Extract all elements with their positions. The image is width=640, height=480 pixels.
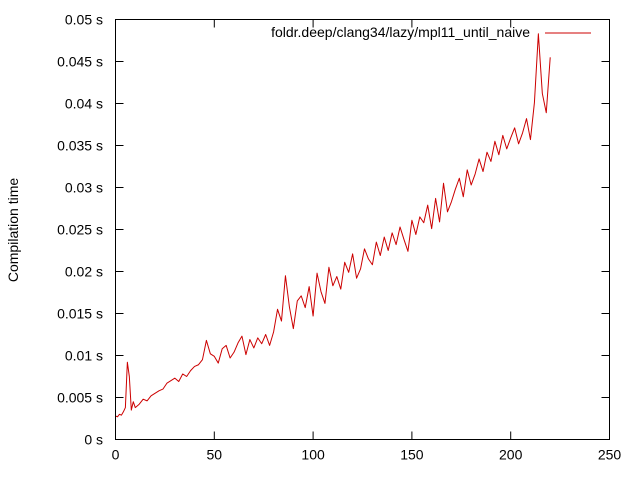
y-tick-labels: 0 s 0.005 s 0.01 s 0.015 s 0.02 s 0.025 s 0.03… [57, 12, 103, 448]
legend: foldr.deep/clang34/lazy/mpl11_until_naiv… [271, 24, 591, 40]
legend-label: foldr.deep/clang34/lazy/mpl11_until_naiv… [271, 24, 530, 40]
series-line [115, 33, 551, 418]
x-tick-label: 150 [400, 447, 424, 463]
series-layer [115, 33, 551, 418]
y-tick-label: 0.04 s [65, 96, 103, 112]
y-tick-label: 0.045 s [57, 54, 103, 70]
y-tick-label: 0.02 s [65, 264, 103, 280]
x-tick-label: 250 [598, 447, 622, 463]
x-tick-label: 100 [301, 447, 325, 463]
plot-frame [115, 19, 610, 440]
y-tick-label: 0.035 s [57, 138, 103, 154]
x-tick-label: 50 [207, 447, 223, 463]
y-tick-label: 0.005 s [57, 390, 103, 406]
y-tick-label: 0.01 s [65, 348, 103, 364]
y-tick-label: 0.05 s [65, 12, 103, 28]
y-tick-label: 0.03 s [65, 180, 103, 196]
x-tick-labels: 0 50 100 150 200 250 [112, 447, 622, 463]
y-axis-title: Compilation time [5, 178, 21, 282]
x-tick-label: 200 [499, 447, 523, 463]
y-tick-label: 0 s [84, 432, 103, 448]
y-tick-label: 0.025 s [57, 222, 103, 238]
y-tick-label: 0.015 s [57, 306, 103, 322]
x-tick-label: 0 [112, 447, 120, 463]
